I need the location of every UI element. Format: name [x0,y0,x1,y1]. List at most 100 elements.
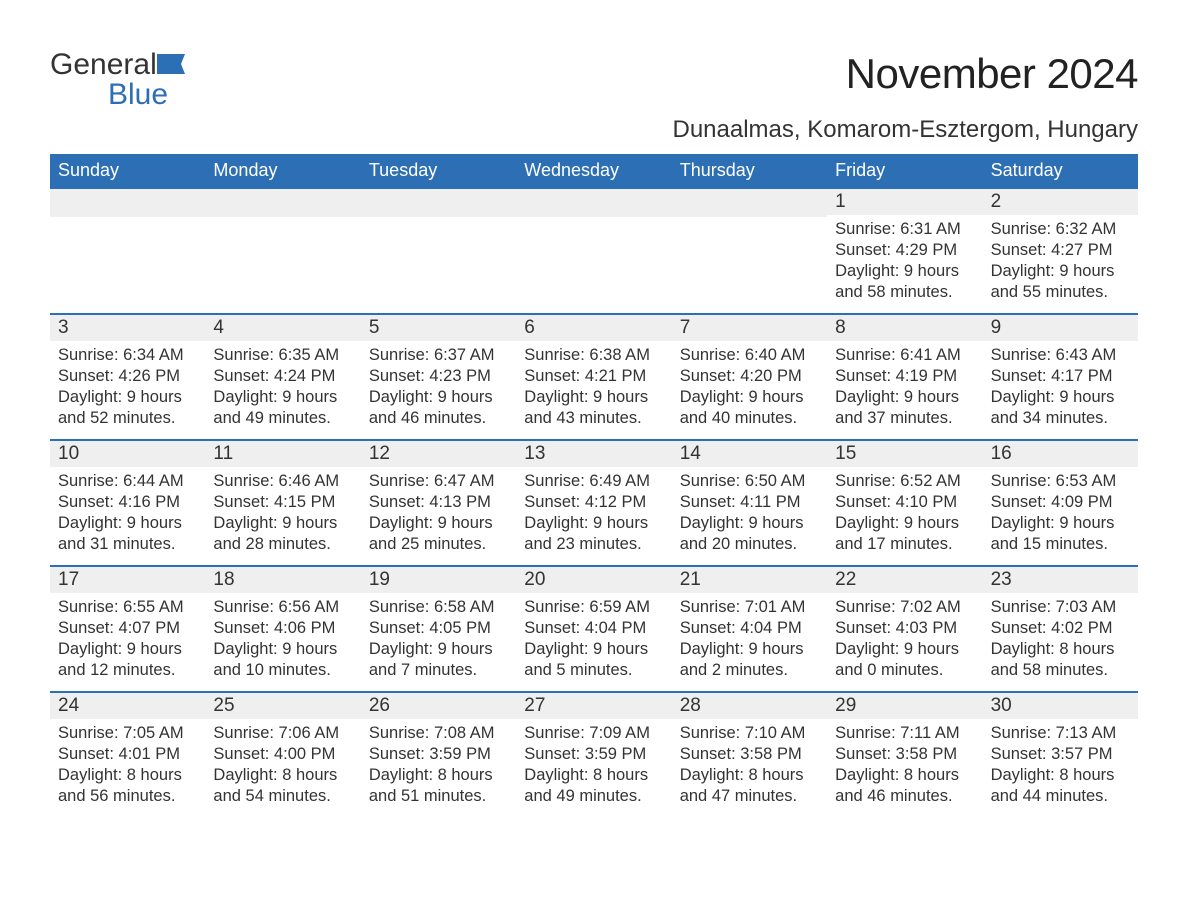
sunrise-line: Sunrise: 7:09 AM [524,723,671,744]
sunrise-line: Sunrise: 6:53 AM [991,471,1138,492]
sunrise-line: Sunrise: 6:37 AM [369,345,516,366]
day-details: Sunrise: 6:32 AMSunset: 4:27 PMDaylight:… [983,215,1138,307]
day-cell [50,189,205,313]
sunset-line: Sunset: 4:27 PM [991,240,1138,261]
sunrise-line: Sunrise: 6:55 AM [58,597,205,618]
sunrise-line: Sunrise: 6:46 AM [213,471,360,492]
day-details: Sunrise: 6:53 AMSunset: 4:09 PMDaylight:… [983,467,1138,559]
daylight-line: Daylight: 9 hours and 31 minutes. [58,513,205,555]
sunrise-line: Sunrise: 7:03 AM [991,597,1138,618]
day-details: Sunrise: 7:03 AMSunset: 4:02 PMDaylight:… [983,593,1138,685]
daylight-line: Daylight: 8 hours and 56 minutes. [58,765,205,807]
day-number: 1 [827,189,982,215]
day-cell: 29Sunrise: 7:11 AMSunset: 3:58 PMDayligh… [827,693,982,817]
week-row: 24Sunrise: 7:05 AMSunset: 4:01 PMDayligh… [50,691,1138,817]
day-number: 5 [361,315,516,341]
day-cell: 21Sunrise: 7:01 AMSunset: 4:04 PMDayligh… [672,567,827,691]
sunrise-line: Sunrise: 7:05 AM [58,723,205,744]
daylight-line: Daylight: 9 hours and 43 minutes. [524,387,671,429]
empty-day-bar [50,189,205,217]
daylight-line: Daylight: 9 hours and 40 minutes. [680,387,827,429]
day-details: Sunrise: 6:49 AMSunset: 4:12 PMDaylight:… [516,467,671,559]
week-row: 3Sunrise: 6:34 AMSunset: 4:26 PMDaylight… [50,313,1138,439]
sunset-line: Sunset: 4:13 PM [369,492,516,513]
daylight-line: Daylight: 9 hours and 25 minutes. [369,513,516,555]
sunset-line: Sunset: 4:12 PM [524,492,671,513]
day-cell: 8Sunrise: 6:41 AMSunset: 4:19 PMDaylight… [827,315,982,439]
day-cell: 4Sunrise: 6:35 AMSunset: 4:24 PMDaylight… [205,315,360,439]
sunset-line: Sunset: 4:16 PM [58,492,205,513]
weekday-header: Saturday [983,154,1138,187]
calendar-body: 1Sunrise: 6:31 AMSunset: 4:29 PMDaylight… [50,187,1138,817]
day-cell: 25Sunrise: 7:06 AMSunset: 4:00 PMDayligh… [205,693,360,817]
day-details: Sunrise: 6:46 AMSunset: 4:15 PMDaylight:… [205,467,360,559]
day-number: 30 [983,693,1138,719]
month-title: November 2024 [672,50,1138,98]
day-cell [361,189,516,313]
day-number: 2 [983,189,1138,215]
day-details: Sunrise: 7:01 AMSunset: 4:04 PMDaylight:… [672,593,827,685]
day-cell: 10Sunrise: 6:44 AMSunset: 4:16 PMDayligh… [50,441,205,565]
daylight-line: Daylight: 9 hours and 2 minutes. [680,639,827,681]
sunrise-line: Sunrise: 6:52 AM [835,471,982,492]
daylight-line: Daylight: 9 hours and 12 minutes. [58,639,205,681]
daylight-line: Daylight: 9 hours and 34 minutes. [991,387,1138,429]
weekday-header: Thursday [672,154,827,187]
daylight-line: Daylight: 9 hours and 23 minutes. [524,513,671,555]
empty-day-bar [672,189,827,217]
daylight-line: Daylight: 8 hours and 49 minutes. [524,765,671,807]
sunrise-line: Sunrise: 6:59 AM [524,597,671,618]
sunset-line: Sunset: 4:09 PM [991,492,1138,513]
sunrise-line: Sunrise: 7:10 AM [680,723,827,744]
daylight-line: Daylight: 8 hours and 54 minutes. [213,765,360,807]
day-number: 11 [205,441,360,467]
sunrise-line: Sunrise: 6:44 AM [58,471,205,492]
day-cell: 13Sunrise: 6:49 AMSunset: 4:12 PMDayligh… [516,441,671,565]
sunrise-line: Sunrise: 7:02 AM [835,597,982,618]
sunrise-line: Sunrise: 6:35 AM [213,345,360,366]
day-number: 27 [516,693,671,719]
daylight-line: Daylight: 9 hours and 52 minutes. [58,387,205,429]
day-cell [672,189,827,313]
day-number: 24 [50,693,205,719]
day-number: 13 [516,441,671,467]
location: Dunaalmas, Komarom-Esztergom, Hungary [672,116,1138,144]
daylight-line: Daylight: 9 hours and 15 minutes. [991,513,1138,555]
sunset-line: Sunset: 3:57 PM [991,744,1138,765]
sunrise-line: Sunrise: 6:43 AM [991,345,1138,366]
daylight-line: Daylight: 8 hours and 46 minutes. [835,765,982,807]
day-cell: 6Sunrise: 6:38 AMSunset: 4:21 PMDaylight… [516,315,671,439]
day-details: Sunrise: 6:38 AMSunset: 4:21 PMDaylight:… [516,341,671,433]
sunset-line: Sunset: 3:59 PM [369,744,516,765]
day-number: 23 [983,567,1138,593]
day-cell: 23Sunrise: 7:03 AMSunset: 4:02 PMDayligh… [983,567,1138,691]
sunrise-line: Sunrise: 6:56 AM [213,597,360,618]
weekday-header-row: SundayMondayTuesdayWednesdayThursdayFrid… [50,154,1138,187]
sunrise-line: Sunrise: 7:01 AM [680,597,827,618]
day-details: Sunrise: 6:40 AMSunset: 4:20 PMDaylight:… [672,341,827,433]
weekday-header: Monday [205,154,360,187]
sunset-line: Sunset: 4:04 PM [680,618,827,639]
sunset-line: Sunset: 3:59 PM [524,744,671,765]
sunset-line: Sunset: 4:03 PM [835,618,982,639]
day-cell: 14Sunrise: 6:50 AMSunset: 4:11 PMDayligh… [672,441,827,565]
day-number: 15 [827,441,982,467]
week-row: 10Sunrise: 6:44 AMSunset: 4:16 PMDayligh… [50,439,1138,565]
sunrise-line: Sunrise: 6:31 AM [835,219,982,240]
day-cell: 1Sunrise: 6:31 AMSunset: 4:29 PMDaylight… [827,189,982,313]
day-number: 7 [672,315,827,341]
sunset-line: Sunset: 4:23 PM [369,366,516,387]
day-cell: 17Sunrise: 6:55 AMSunset: 4:07 PMDayligh… [50,567,205,691]
day-details: Sunrise: 6:50 AMSunset: 4:11 PMDaylight:… [672,467,827,559]
title-block: November 2024 Dunaalmas, Komarom-Eszterg… [672,50,1138,144]
daylight-line: Daylight: 9 hours and 17 minutes. [835,513,982,555]
weekday-header: Sunday [50,154,205,187]
sunset-line: Sunset: 4:11 PM [680,492,827,513]
sunset-line: Sunset: 4:00 PM [213,744,360,765]
day-cell: 9Sunrise: 6:43 AMSunset: 4:17 PMDaylight… [983,315,1138,439]
empty-day-bar [361,189,516,217]
sunset-line: Sunset: 3:58 PM [835,744,982,765]
weekday-header: Friday [827,154,982,187]
day-number: 9 [983,315,1138,341]
day-number: 4 [205,315,360,341]
